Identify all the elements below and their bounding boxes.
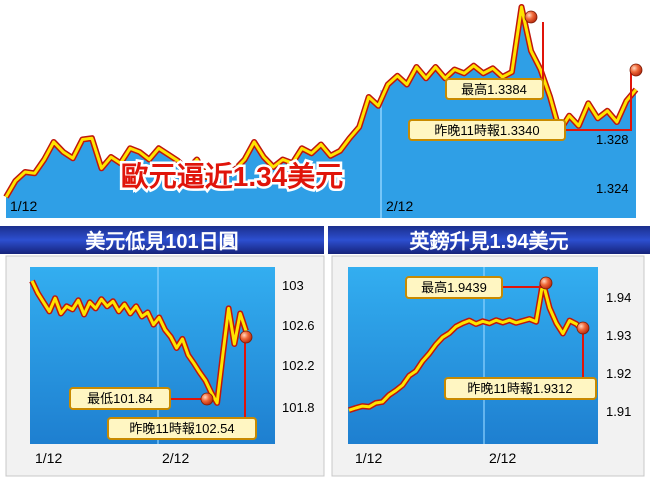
pound-annotation-latest: 昨晚11時報1.9312 <box>444 377 597 400</box>
pound-ytick-1: 1.94 <box>606 290 631 305</box>
pound-ytick-4: 1.91 <box>606 404 631 419</box>
euro-ytick-2: 1.324 <box>596 181 629 196</box>
pound-annotation-high-text: 最高1.9439 <box>421 280 487 295</box>
yen-panel: 美元低見101日圓 103 102.6 102.2 101.8 1/12 2/1… <box>0 226 325 477</box>
euro-title: 歐元逼近1.34美元 <box>121 161 344 192</box>
yen-low-marker <box>200 392 214 406</box>
yen-xtick-1: 1/12 <box>35 450 62 466</box>
euro-ytick-1: 1.328 <box>596 132 629 147</box>
pound-latest-marker <box>576 321 590 335</box>
euro-area-fill <box>6 7 636 218</box>
euro-xtick-1: 1/12 <box>10 198 37 214</box>
yen-annotation-latest-text: 昨晚11時報102.54 <box>129 421 234 436</box>
euro-line <box>4 5 638 198</box>
pound-ytick-3: 1.92 <box>606 366 631 381</box>
pound-title: 英鎊升見1.94美元 <box>410 229 569 253</box>
euro-high-marker <box>524 10 538 24</box>
euro-xtick-2: 2/12 <box>386 198 413 214</box>
pound-annotation-latest-text: 昨晚11時報1.9312 <box>467 381 572 396</box>
euro-annotation-latest-text: 昨晚11時報1.3340 <box>434 123 539 138</box>
yen-latest-marker <box>239 330 253 344</box>
yen-ytick-4: 101.8 <box>282 400 315 415</box>
yen-title: 美元低見101日圓 <box>85 229 238 253</box>
pound-ytick-2: 1.93 <box>606 328 631 343</box>
euro-annotation-latest-connector <box>565 71 632 131</box>
yen-annotation-low: 最低101.84 <box>69 387 171 410</box>
yen-ytick-3: 102.2 <box>282 358 315 373</box>
pound-header-bar <box>328 226 650 254</box>
yen-annotation-latest: 昨晚11時報102.54 <box>107 417 257 440</box>
yen-ytick-2: 102.6 <box>282 318 315 333</box>
pound-annotation-high: 最高1.9439 <box>405 276 503 299</box>
euro-panel: 歐元逼近1.34美元 1/12 2/12 1.328 1.324 最高1.338… <box>0 0 650 225</box>
pound-xtick-1: 1/12 <box>355 450 382 466</box>
yen-ytick-1: 103 <box>282 278 304 293</box>
pound-high-marker <box>539 276 553 290</box>
yen-annotation-low-text: 最低101.84 <box>87 391 153 406</box>
yen-line <box>30 280 248 405</box>
euro-latest-marker <box>629 63 643 77</box>
yen-plot-area <box>30 267 275 444</box>
pound-panel: 英鎊升見1.94美元 1.94 1.93 1.92 1.91 1/12 2/12… <box>328 226 650 477</box>
euro-annotation-high-text: 最高1.3384 <box>461 82 527 97</box>
euro-annotation-high: 最高1.3384 <box>445 78 544 100</box>
euro-annotation-latest: 昨晚11時報1.3340 <box>408 119 566 141</box>
pound-xtick-2: 2/12 <box>489 450 516 466</box>
yen-header-bar <box>0 226 324 254</box>
yen-xtick-2: 2/12 <box>162 450 189 466</box>
